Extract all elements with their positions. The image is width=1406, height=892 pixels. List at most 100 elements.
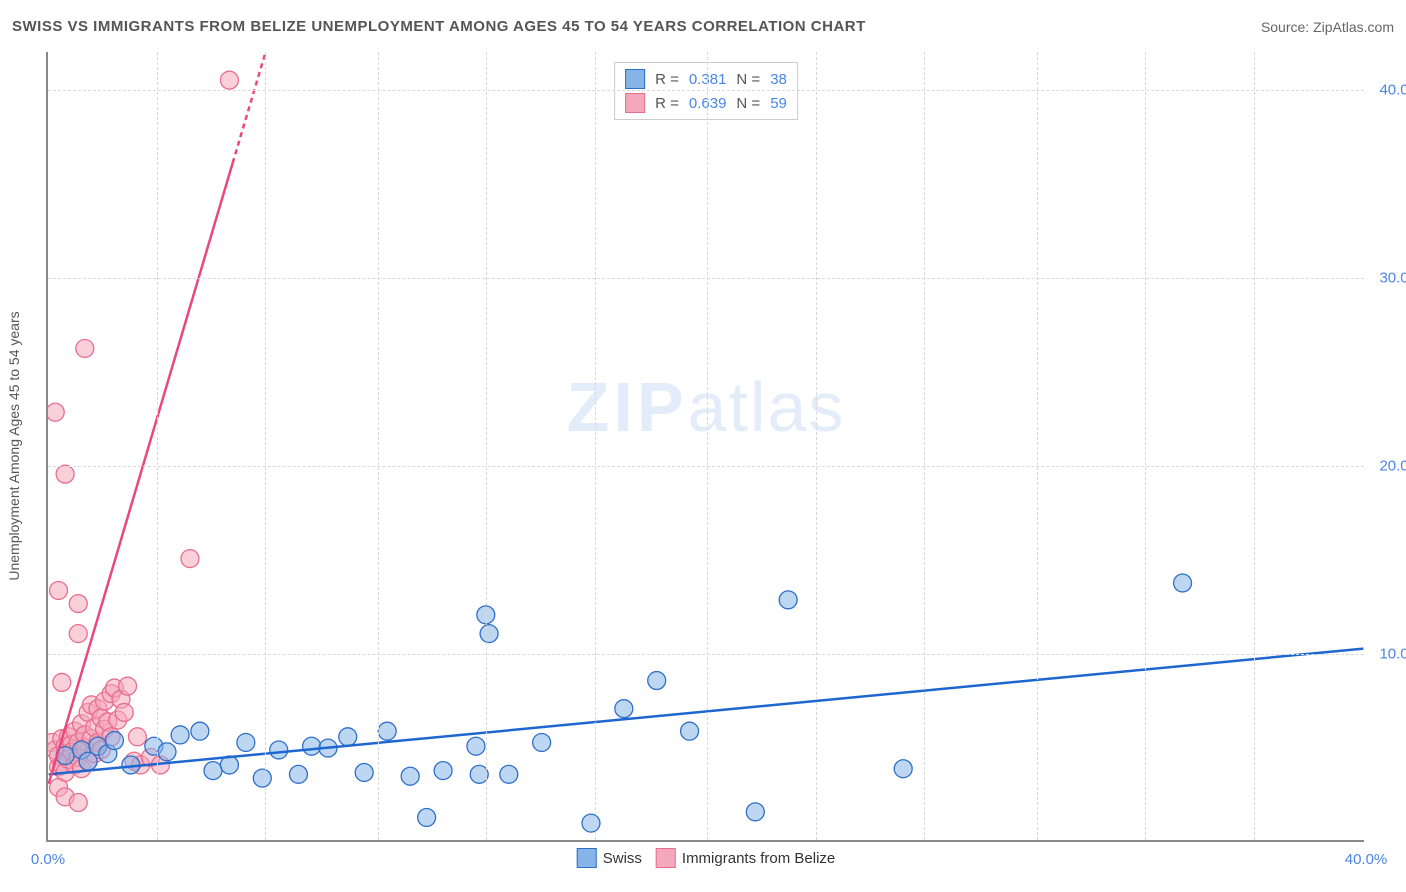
scatter-point-belize xyxy=(220,71,238,89)
gridline-vertical xyxy=(1254,52,1255,840)
n-label: N = xyxy=(736,71,760,88)
legend-label-belize: Immigrants from Belize xyxy=(682,850,835,867)
scatter-point-belize xyxy=(56,763,74,781)
scatter-point-swiss xyxy=(73,741,91,759)
scatter-point-belize xyxy=(53,730,71,748)
scatter-point-swiss xyxy=(289,765,307,783)
scatter-point-belize xyxy=(99,713,117,731)
gridline-vertical xyxy=(707,52,708,840)
x-tick-label: 0.0% xyxy=(31,851,65,868)
scatter-point-belize xyxy=(66,722,84,740)
scatter-point-belize xyxy=(86,718,104,736)
scatter-point-swiss xyxy=(122,756,140,774)
gridline-horizontal xyxy=(48,90,1364,91)
scatter-point-belize xyxy=(89,733,107,751)
n-label: N = xyxy=(736,95,760,112)
x-tick-label: 40.0% xyxy=(1345,851,1388,868)
n-value-swiss: 38 xyxy=(770,71,787,88)
scatter-point-belize xyxy=(66,756,84,774)
scatter-point-belize xyxy=(96,692,114,710)
scatter-point-swiss xyxy=(270,741,288,759)
scatter-point-belize xyxy=(56,788,74,806)
scatter-point-belize xyxy=(69,595,87,613)
swatch-swiss xyxy=(625,69,645,89)
scatter-point-swiss xyxy=(339,728,357,746)
scatter-point-belize xyxy=(69,625,87,643)
scatter-point-swiss xyxy=(746,803,764,821)
scatter-point-belize xyxy=(105,679,123,697)
scatter-point-swiss xyxy=(253,769,271,787)
scatter-point-belize xyxy=(128,728,146,746)
source-prefix: Source: xyxy=(1261,19,1313,35)
scatter-point-belize xyxy=(76,726,94,744)
source-attribution: Source: ZipAtlas.com xyxy=(1261,19,1394,35)
scatter-point-swiss xyxy=(681,722,699,740)
scatter-point-swiss xyxy=(220,756,238,774)
scatter-point-swiss xyxy=(434,762,452,780)
scatter-point-swiss xyxy=(303,737,321,755)
trend-line-swiss xyxy=(49,649,1364,775)
gridline-horizontal xyxy=(48,654,1364,655)
scatter-point-swiss xyxy=(418,809,436,827)
scatter-point-belize xyxy=(82,696,100,714)
scatter-point-swiss xyxy=(401,767,419,785)
scatter-point-belize xyxy=(73,715,91,733)
scatter-point-swiss xyxy=(204,762,222,780)
scatter-point-belize xyxy=(86,745,104,763)
r-label: R = xyxy=(655,95,679,112)
scatter-point-swiss xyxy=(582,814,600,832)
legend-label-swiss: Swiss xyxy=(603,850,642,867)
scatter-point-swiss xyxy=(648,672,666,690)
scatter-point-swiss xyxy=(145,737,163,755)
scatter-point-swiss xyxy=(779,591,797,609)
y-tick-label: 30.0% xyxy=(1379,269,1406,286)
legend-item-belize: Immigrants from Belize xyxy=(656,848,835,868)
gridline-vertical xyxy=(1145,52,1146,840)
scatter-point-swiss xyxy=(1174,574,1192,592)
scatter-point-belize xyxy=(59,750,77,768)
scatter-point-belize xyxy=(112,690,130,708)
scatter-point-swiss xyxy=(191,722,209,740)
gridline-vertical xyxy=(265,52,266,840)
scatter-point-belize xyxy=(63,735,81,753)
scatter-point-belize xyxy=(92,741,110,759)
swatch-belize xyxy=(656,848,676,868)
n-value-belize: 59 xyxy=(770,95,787,112)
scatter-point-belize xyxy=(69,748,87,766)
scatter-point-belize xyxy=(48,733,61,751)
scatter-point-swiss xyxy=(467,737,485,755)
y-tick-label: 10.0% xyxy=(1379,645,1406,662)
gridline-vertical xyxy=(157,52,158,840)
scatter-point-swiss xyxy=(480,625,498,643)
scatter-point-swiss xyxy=(500,765,518,783)
scatter-point-swiss xyxy=(89,737,107,755)
scatter-point-belize xyxy=(92,709,110,727)
y-tick-label: 20.0% xyxy=(1379,457,1406,474)
gridline-vertical xyxy=(1037,52,1038,840)
scatter-point-belize xyxy=(59,728,77,746)
chart-svg-layer xyxy=(48,52,1364,840)
scatter-point-belize xyxy=(109,711,127,729)
scatter-point-belize xyxy=(48,403,64,421)
scatter-point-swiss xyxy=(105,732,123,750)
scatter-point-belize xyxy=(102,685,120,703)
trend-line-belize-extrapolated xyxy=(233,52,266,163)
scatter-point-swiss xyxy=(533,733,551,751)
scatter-point-belize xyxy=(69,733,87,751)
stats-row-belize: R = 0.639 N = 59 xyxy=(625,91,787,115)
scatter-point-belize xyxy=(73,760,91,778)
scatter-point-belize xyxy=(119,677,137,695)
statistics-legend: R = 0.381 N = 38 R = 0.639 N = 59 xyxy=(614,62,798,120)
scatter-point-belize xyxy=(50,581,68,599)
scatter-point-swiss xyxy=(56,747,74,765)
scatter-point-swiss xyxy=(894,760,912,778)
scatter-point-belize xyxy=(48,741,64,759)
gridline-horizontal xyxy=(48,278,1364,279)
chart-plot-area: ZIPatlas R = 0.381 N = 38 R = 0.639 N = … xyxy=(46,52,1364,842)
scatter-point-belize xyxy=(53,756,71,774)
scatter-point-belize xyxy=(79,752,97,770)
gridline-horizontal xyxy=(48,466,1364,467)
r-label: R = xyxy=(655,71,679,88)
source-name: ZipAtlas.com xyxy=(1313,19,1394,35)
swatch-swiss xyxy=(577,848,597,868)
